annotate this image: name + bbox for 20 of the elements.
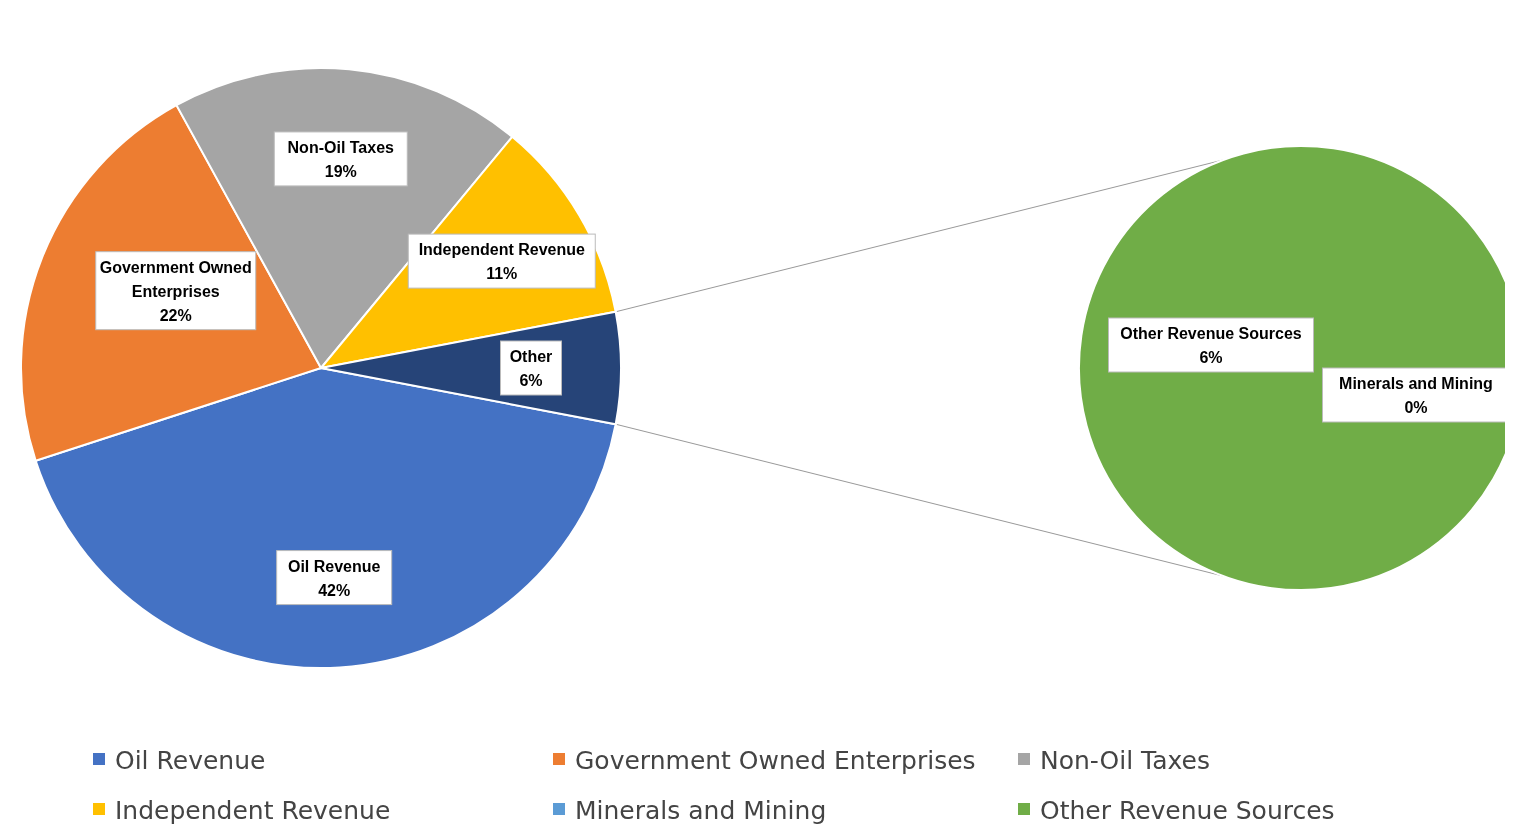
data-label: 6%: [519, 372, 543, 389]
legend-label: Government Owned Enterprises: [575, 746, 976, 775]
slice-label: Independent Revenue: [418, 241, 585, 259]
text: 0%: [1404, 399, 1428, 416]
slice-label: Oil Revenue: [287, 557, 381, 575]
legend-label: Minerals and Mining: [575, 796, 827, 825]
legend-label: Non-Oil Taxes: [1040, 746, 1210, 775]
category-label: Minerals and Mining: [1339, 375, 1493, 392]
legend-label: Independent Revenue: [115, 796, 391, 825]
slice-label: Other Revenue Sources: [1120, 325, 1302, 342]
legend-label: Oil Revenue: [115, 746, 266, 775]
slice-label: Government Owned Enterprises: [99, 258, 252, 300]
data-label: 11%: [486, 265, 518, 283]
data-label: 6%: [1199, 349, 1223, 366]
data-label: 22%: [159, 306, 192, 324]
legend-label: Other Revenue Sources: [1040, 796, 1335, 825]
slice-label: Other: [509, 348, 553, 365]
data-label: 19%: [324, 162, 357, 180]
data-label: 42%: [318, 581, 351, 599]
slice-label: Non-Oil Taxes: [287, 138, 395, 156]
